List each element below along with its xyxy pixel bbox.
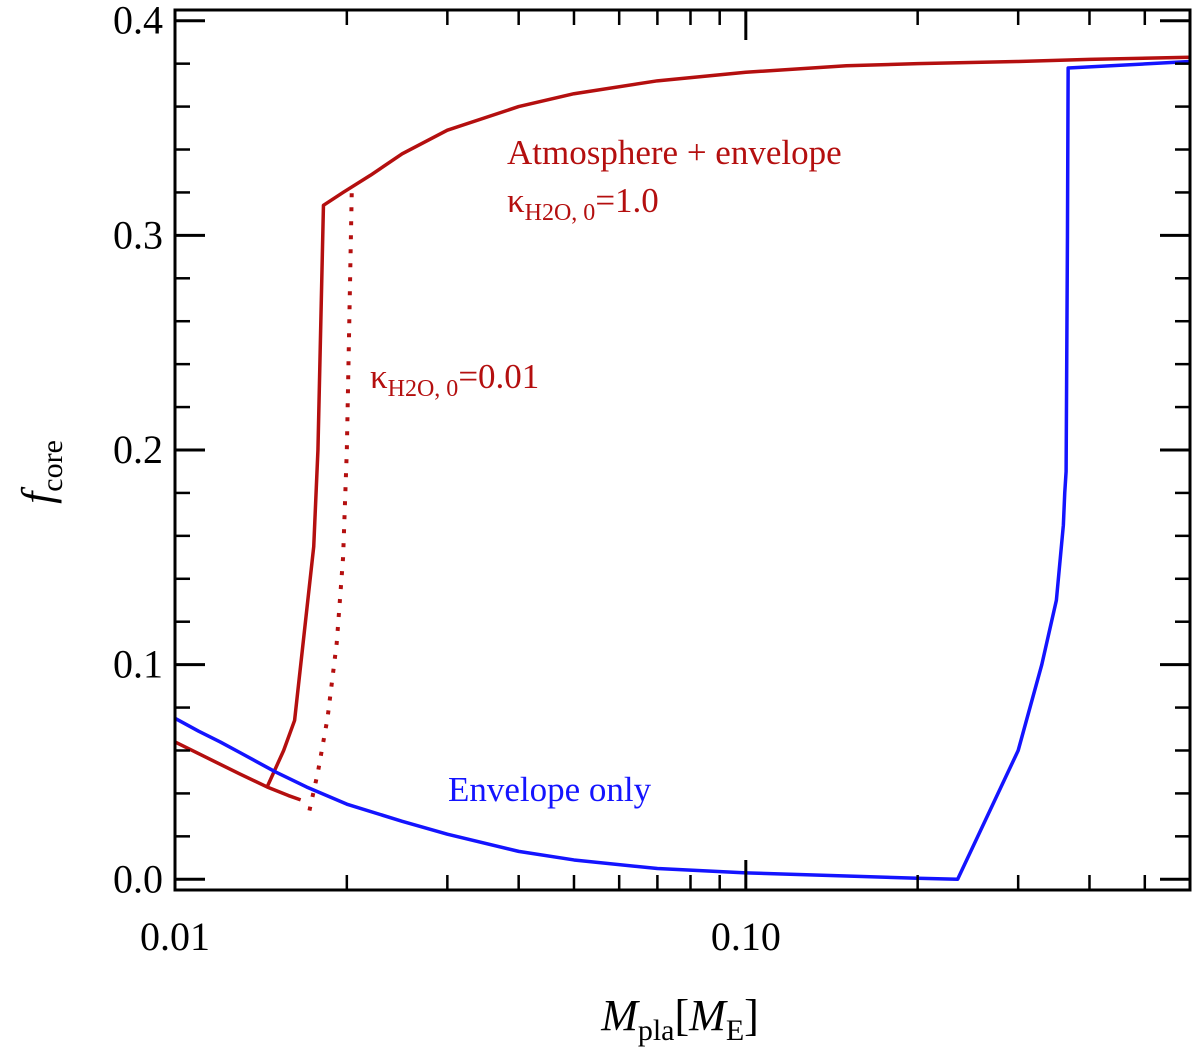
x-axis-label-open: [ (675, 991, 690, 1040)
annotation-kappa-001: κH2O, 0=0.01 (370, 357, 539, 402)
annotation-kappa-1-sub: H2O, 0 (525, 200, 596, 226)
x-axis-label-sub: pla (638, 1014, 675, 1047)
y-tick-label: 0.1 (113, 642, 163, 687)
series-line-1 (265, 55, 1191, 788)
y-axis-label-sub: core (36, 440, 69, 492)
y-tick-label: 0.0 (113, 856, 163, 901)
series-line-3 (174, 59, 1191, 882)
x-axis-label: Mpla[ME] (600, 991, 759, 1047)
series-line-2 (307, 192, 354, 812)
x-axis-label-main: M (600, 991, 640, 1040)
annotation-kappa-1-value: =1.0 (595, 181, 659, 220)
annotation-kappa-001-symbol: κ (370, 357, 388, 396)
annotation-kappa-1-symbol: κ (507, 181, 525, 220)
annotation-envelope-only: Envelope only (448, 770, 652, 809)
x-axis-label-unit-sub: E (726, 1014, 744, 1047)
ticks-layer (173, 10, 1190, 890)
x-axis-label-unit: M (688, 991, 728, 1040)
y-tick-label: 0.3 (113, 212, 163, 257)
y-axis-label: fcore (13, 440, 69, 504)
series-line-0 (174, 740, 302, 802)
series-layer (174, 55, 1191, 882)
x-axis-label-close: ] (744, 991, 759, 1040)
annotation-kappa-001-sub: H2O, 0 (388, 376, 459, 402)
tick-labels-layer: 0.01 0.10 0.0 0.1 0.2 0.3 0.4 (113, 0, 781, 959)
annotation-kappa-001-value: =0.01 (458, 357, 539, 396)
y-tick-label: 0.2 (113, 427, 163, 472)
annotation-atmosphere-envelope: Atmosphere + envelope (507, 133, 842, 172)
x-tick-label: 0.01 (140, 914, 210, 959)
x-tick-label: 0.10 (711, 914, 781, 959)
annotation-kappa-1: κH2O, 0=1.0 (507, 181, 659, 226)
y-tick-label: 0.4 (113, 0, 163, 43)
